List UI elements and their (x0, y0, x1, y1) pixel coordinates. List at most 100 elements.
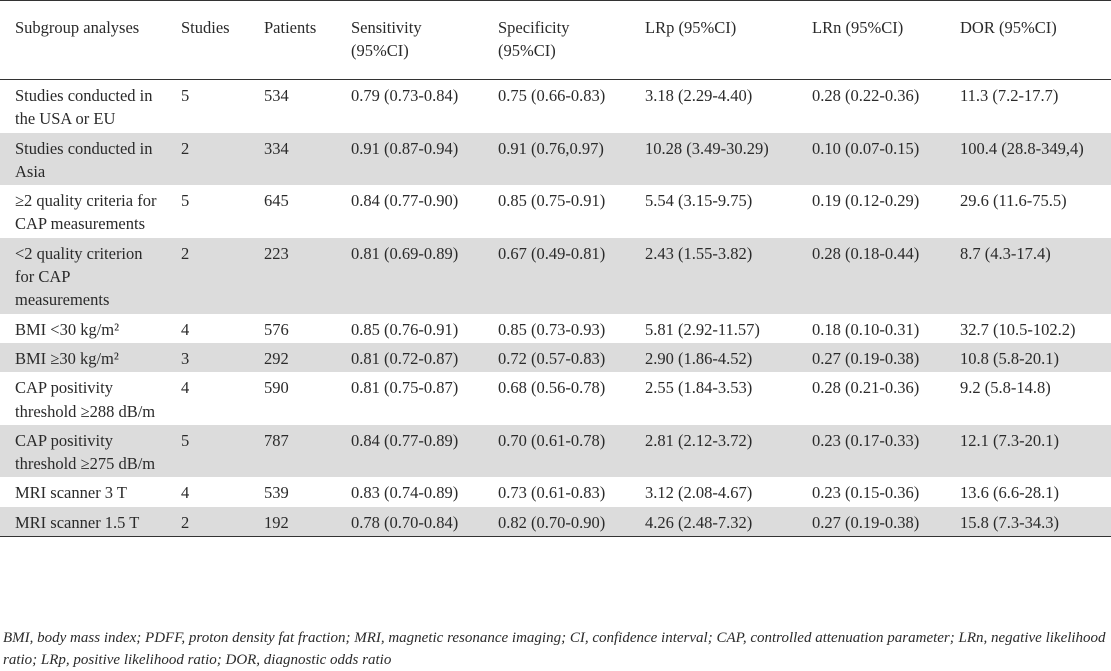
cell-specificity: 0.85 (0.73-0.93) (498, 319, 606, 339)
cell-patients: 590 (264, 378, 289, 398)
cell-dor: 29.6 (11.6-75.5) (960, 191, 1067, 211)
cell-dor: 100.4 (28.8-349,4) (945, 132, 1111, 186)
cell-dor: 13.6 (6.6-28.1) (960, 483, 1059, 503)
cell-lrn: 0.28 (0.21-0.36) (812, 378, 920, 398)
table-header: Subgroup analyses Studies Patients Sensi… (0, 0, 1111, 80)
cell-studies: 4 (181, 378, 190, 398)
cell-lrn: 0.23 (0.15-0.36) (812, 483, 920, 503)
cell-subgroup: ≥2 quality criteria for CAP measurements (15, 191, 157, 234)
cell-dor: 11.3 (7.2-17.7) (960, 86, 1059, 105)
cell-patients: 192 (249, 506, 336, 537)
cell-sensitivity: 0.84 (0.77-0.89) (336, 424, 483, 478)
cell-patients: 645 (264, 191, 289, 211)
cell-studies: 2 (166, 506, 249, 537)
header-lrn: LRn (95%CI) (812, 18, 904, 37)
cell-lrp: 2.55 (1.84-3.53) (645, 378, 753, 398)
cell-subgroup: MRI scanner 3 T (15, 483, 127, 503)
cell-lrp: 10.28 (3.49-30.29) (630, 132, 797, 186)
header-sensitivity: Sensitivity (95%CI) (351, 18, 422, 61)
cell-specificity: 0.67 (0.49-0.81) (483, 237, 630, 314)
cell-studies: 2 (166, 132, 249, 186)
cell-studies: 5 (181, 86, 190, 105)
cell-subgroup: Studies conducted in Asia (0, 132, 166, 186)
header-patients: Patients (264, 18, 317, 37)
cell-sensitivity: 0.79 (0.73-0.84) (351, 86, 459, 105)
cell-dor: 10.8 (5.8-20.1) (945, 342, 1111, 373)
header-subgroup: Subgroup analyses (15, 18, 140, 37)
table-row: ≥2 quality criteria for CAP measurements… (0, 185, 1111, 238)
cell-subgroup: BMI ≥30 kg/m² (0, 342, 166, 373)
cell-lrp: 2.43 (1.55-3.82) (630, 237, 797, 314)
header-specificity: Specificity (95%CI) (498, 18, 570, 61)
header-studies: Studies (181, 18, 230, 37)
cell-patients: 223 (249, 237, 336, 314)
table-row: MRI scanner 1.5 T 2 192 0.78 (0.70-0.84) 0.8… (0, 506, 1111, 537)
cell-dor: 8.7 (4.3-17.4) (945, 237, 1111, 314)
cell-patients: 539 (264, 483, 289, 503)
header-lrp: LRp (95%CI) (645, 18, 737, 37)
cell-sensitivity: 0.85 (0.76-0.91) (351, 319, 459, 339)
cell-sensitivity: 0.91 (0.87-0.94) (336, 132, 483, 186)
cell-lrn: 0.27 (0.19-0.38) (797, 506, 945, 537)
cell-specificity: 0.75 (0.66-0.83) (498, 86, 606, 105)
table-row: CAP positivity threshold ≥275 dB/m 5 787 0.… (0, 424, 1111, 478)
cell-lrn: 0.19 (0.12-0.29) (812, 191, 920, 211)
cell-studies: 4 (181, 319, 190, 339)
cell-sensitivity: 0.78 (0.70-0.84) (336, 506, 483, 537)
cell-sensitivity: 0.84 (0.77-0.90) (351, 191, 459, 211)
table-row: CAP positivity threshold ≥288 dB/m 4 590 0.… (0, 372, 1111, 425)
cell-subgroup: Studies conducted in the USA or EU (15, 86, 153, 129)
cell-specificity: 0.68 (0.56-0.78) (498, 378, 606, 398)
cell-subgroup: CAP positivity threshold ≥275 dB/m (0, 424, 166, 478)
cell-specificity: 0.82 (0.70-0.90) (483, 506, 630, 537)
header-dor: DOR (95%CI) (960, 18, 1057, 37)
cell-lrp: 5.81 (2.92-11.57) (645, 319, 760, 339)
cell-sensitivity: 0.81 (0.75-0.87) (351, 378, 459, 398)
cell-lrp: 2.90 (1.86-4.52) (630, 342, 797, 373)
cell-lrp: 4.26 (2.48-7.32) (630, 506, 797, 537)
cell-subgroup: BMI <30 kg/m² (15, 319, 120, 339)
cell-lrp: 2.81 (2.12-3.72) (630, 424, 797, 478)
cell-studies: 2 (166, 237, 249, 314)
table-row: BMI <30 kg/m² 4 576 0.85 (0.76-0.91) 0.85 (0… (0, 314, 1111, 343)
cell-patients: 534 (264, 86, 289, 105)
cell-subgroup: <2 quality criterion for CAP measurement… (0, 237, 166, 314)
table-row: <2 quality criterion for CAP measurement… (0, 237, 1111, 314)
cell-lrp: 3.18 (2.29-4.40) (645, 86, 753, 105)
cell-studies: 5 (181, 191, 190, 211)
cell-dor: 9.2 (5.8-14.8) (960, 378, 1051, 398)
cell-lrn: 0.28 (0.18-0.44) (797, 237, 945, 314)
cell-sensitivity: 0.83 (0.74-0.89) (351, 483, 459, 503)
cell-lrn: 0.28 (0.22-0.36) (812, 86, 920, 105)
cell-lrn: 0.23 (0.17-0.33) (797, 424, 945, 478)
cell-lrn: 0.27 (0.19-0.38) (797, 342, 945, 373)
cell-lrp: 5.54 (3.15-9.75) (645, 191, 753, 211)
table-footnote: BMI, body mass index; PDFF, proton densi… (3, 630, 1106, 668)
cell-lrp: 3.12 (2.08-4.67) (645, 483, 753, 503)
table-body: Studies conducted in the USA or EU 5 534 0.… (0, 80, 1111, 537)
subgroup-table: Subgroup analyses Studies Patients Sensi… (0, 0, 1111, 537)
cell-studies: 4 (181, 483, 190, 503)
table-row: BMI ≥30 kg/m² 3 292 0.81 (0.72-0.87) 0.72 (0… (0, 342, 1111, 373)
table-row: Studies conducted in the USA or EU 5 534 0.… (0, 80, 1111, 133)
cell-lrn: 0.18 (0.10-0.31) (812, 319, 920, 339)
cell-subgroup: MRI scanner 1.5 T (0, 506, 166, 537)
cell-sensitivity: 0.81 (0.69-0.89) (336, 237, 483, 314)
cell-specificity: 0.72 (0.57-0.83) (483, 342, 630, 373)
cell-dor: 12.1 (7.3-20.1) (945, 424, 1111, 478)
cell-studies: 3 (166, 342, 249, 373)
cell-sensitivity: 0.81 (0.72-0.87) (336, 342, 483, 373)
cell-dor: 32.7 (10.5-102.2) (960, 319, 1076, 339)
cell-dor: 15.8 (7.3-34.3) (945, 506, 1111, 537)
table-row: Studies conducted in Asia 2 334 0.91 (0.87-… (0, 132, 1111, 186)
cell-patients: 292 (249, 342, 336, 373)
cell-specificity: 0.91 (0.76,0.97) (483, 132, 630, 186)
cell-studies: 5 (166, 424, 249, 478)
cell-patients: 787 (249, 424, 336, 478)
cell-patients: 576 (264, 319, 289, 339)
cell-specificity: 0.70 (0.61-0.78) (483, 424, 630, 478)
cell-lrn: 0.10 (0.07-0.15) (797, 132, 945, 186)
cell-specificity: 0.73 (0.61-0.83) (498, 483, 606, 503)
table-row: MRI scanner 3 T 4 539 0.83 (0.74-0.89) 0.73 … (0, 477, 1111, 506)
